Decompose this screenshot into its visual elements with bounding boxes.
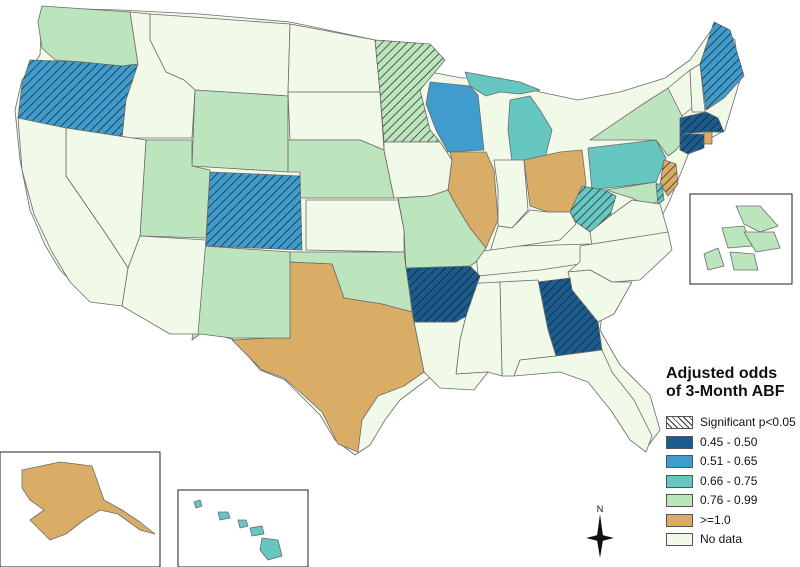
state-florida [513,349,653,453]
state-michigan [464,71,553,163]
state-wyoming [191,89,289,173]
state-delaware-hatch [656,184,664,204]
compass-north-label: N [597,504,604,514]
state-nebraska [287,139,395,199]
legend-label: 0.66 - 0.75 [700,473,758,488]
state-texas [231,261,425,453]
state-hawaii-a [193,499,203,509]
state-hawaii-b [217,511,231,521]
state-oregon-hatch [18,60,138,138]
state-massachusetts-hatch [680,112,724,134]
state-west-virginia-hatch [570,186,616,232]
state-new-jersey-hatch [660,160,678,196]
legend-label: 0.51 - 0.65 [700,454,758,468]
state-minnesota-hatch [375,40,445,142]
state-maine-hatch [700,22,744,110]
legend-item: 0.76 - 0.99 [666,492,798,510]
state-north-dakota [287,23,381,93]
state-wisconsin [425,81,485,153]
legend-swatch [666,435,693,449]
legend-item: Significant p<0.05 [666,414,798,432]
legend-item: 0.45 - 0.50 [666,434,798,452]
legend-label: No data [700,532,743,546]
state-colorado-hatch [206,172,302,250]
state-iowa [383,141,453,199]
legend-swatch [666,416,693,429]
state-missouri [397,189,487,269]
state-connecticut-hatch [680,134,704,154]
legend-title: Adjusted odds of 3-Month ABF [666,365,798,401]
legend-item: No data [666,531,798,549]
compass-icon: N [586,504,614,558]
state-kansas [305,199,405,253]
state-georgia-hatch [538,278,602,356]
nyc-borough-a [735,205,779,233]
state-arkansas-hatch [406,266,480,322]
state-california [17,117,129,307]
legend-label: Significant p<0.05 [700,415,796,429]
legend-label: >=1.0 [700,512,731,527]
legend-swatch [666,455,693,468]
nyc-borough-c [743,231,781,253]
legend-label: 0.45 - 0.50 [700,434,758,449]
legend-swatch [666,494,693,507]
state-hawaii-c [237,519,249,529]
state-pennsylvania [587,139,667,191]
nyc-borough-d [703,247,725,271]
state-washington [37,5,139,67]
legend-title-line2: of 3-Month ABF [666,383,785,400]
legend-swatch [666,474,693,488]
legend-item: 0.66 - 0.75 [666,473,798,491]
legend-label: 0.76 - 0.99 [700,493,758,507]
compass-rose: N [582,502,618,558]
nyc-borough-e [729,251,759,271]
legend-title-line1: Adjusted odds [666,365,778,382]
legend-swatch [666,533,693,546]
legend-item: >=1.0 [666,512,798,530]
state-hawaii-d [249,525,265,537]
state-hawaii-big [259,537,283,561]
state-new-mexico [191,245,291,341]
legend-swatch [666,513,693,527]
state-rhode-island [703,131,713,145]
legend-item: 0.51 - 0.65 [666,453,798,471]
state-alaska [21,461,156,541]
